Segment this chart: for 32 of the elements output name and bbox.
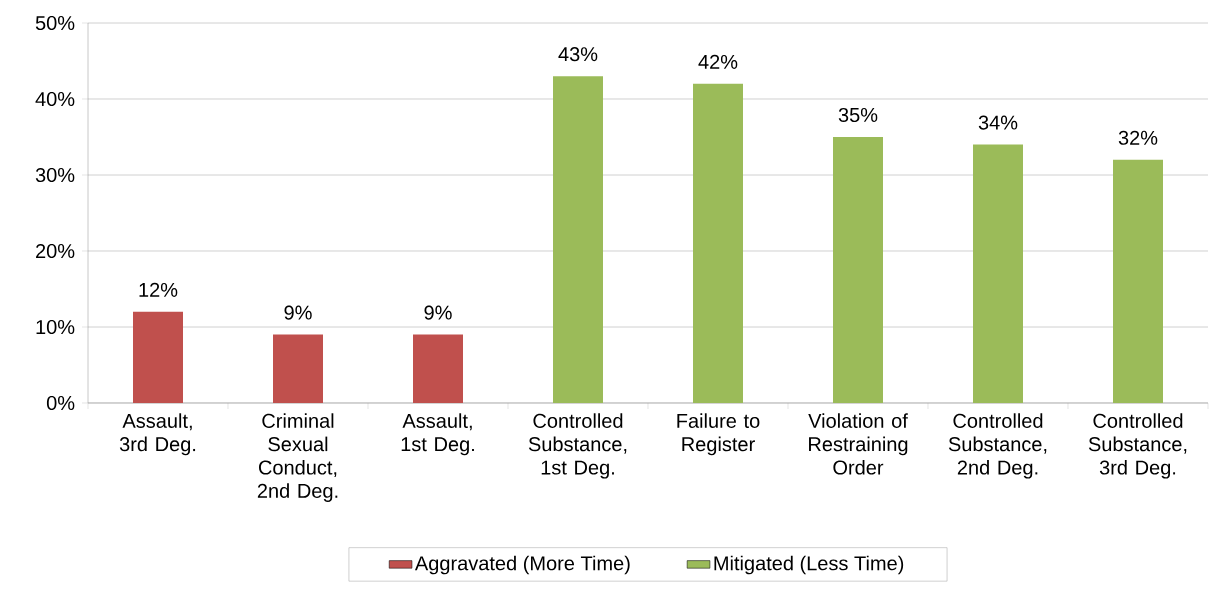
bar — [273, 334, 323, 403]
y-tick-label: 40% — [35, 91, 75, 107]
bar — [1113, 159, 1163, 403]
bar — [413, 334, 463, 403]
bar — [553, 76, 603, 403]
bar — [833, 137, 883, 403]
data-label: 9% — [424, 305, 452, 320]
y-tick-label: 50% — [35, 15, 75, 31]
data-label: 34% — [978, 115, 1018, 130]
x-tick-label: Controlled Substance, 3rd Deg. — [1088, 413, 1187, 479]
data-label: 35% — [838, 107, 878, 123]
y-tick-label: 0% — [46, 395, 75, 411]
x-tick-label: Controlled Substance, 1st Deg. — [528, 413, 627, 479]
x-tick-label: Criminal Sexual Conduct, 2nd Deg. — [257, 413, 338, 502]
data-label: 42% — [698, 54, 738, 69]
bar — [693, 83, 743, 403]
data-label: 9% — [284, 305, 312, 320]
y-tick-label: 10% — [36, 319, 75, 335]
y-tick-label: 30% — [35, 167, 75, 183]
x-tick-label: Assault, 1st Deg. — [401, 413, 474, 456]
x-tick-label: Violation of Restraining Order — [808, 413, 908, 475]
x-tick-label: Failure to Register — [677, 413, 760, 456]
legend-label: Mitigated (Less Time) — [714, 555, 904, 575]
data-label: 32% — [1118, 130, 1158, 145]
data-label: 43% — [558, 47, 598, 62]
legend-label: Aggravated (More Time) — [414, 555, 630, 575]
x-tick-label: Controlled Substance, 2nd Deg. — [948, 413, 1047, 479]
bar — [973, 144, 1023, 403]
data-label: 12% — [139, 282, 178, 297]
bar — [133, 311, 183, 403]
y-tick-label: 20% — [36, 243, 75, 259]
x-tick-label: Assault, 3rd Deg. — [119, 413, 196, 456]
